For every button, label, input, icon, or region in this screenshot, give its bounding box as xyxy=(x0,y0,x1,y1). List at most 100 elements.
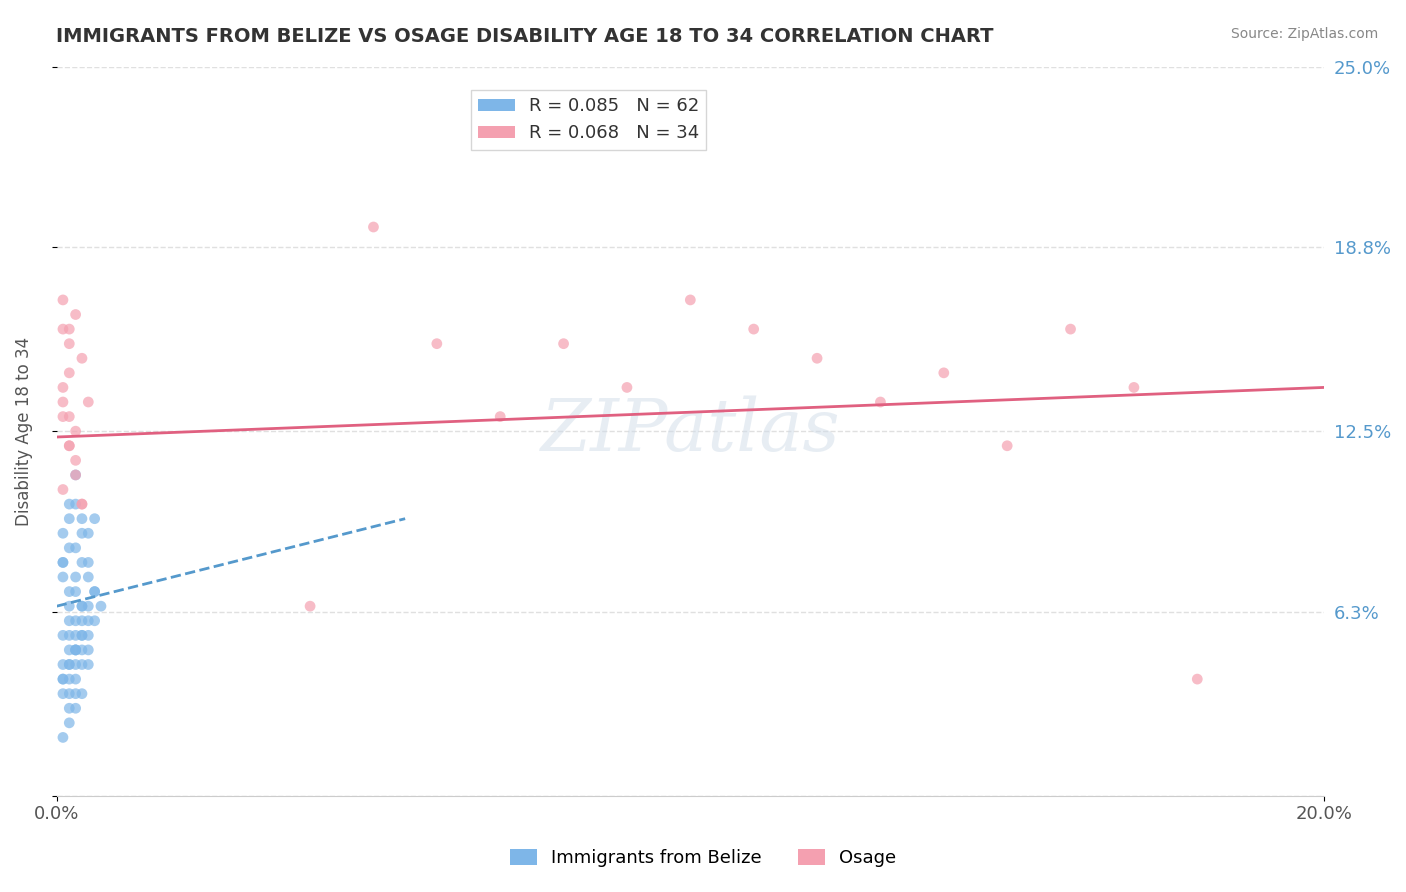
Point xyxy=(65,424,87,438)
Point xyxy=(70,526,93,541)
Point xyxy=(299,599,322,614)
Point xyxy=(869,395,891,409)
Point xyxy=(70,599,93,614)
Point xyxy=(679,293,702,307)
Point xyxy=(52,628,75,642)
Point xyxy=(58,599,80,614)
Point xyxy=(58,628,80,642)
Point xyxy=(58,584,80,599)
Point xyxy=(83,584,105,599)
Point xyxy=(58,672,80,686)
Point xyxy=(70,628,93,642)
Point xyxy=(1187,672,1209,686)
Point xyxy=(83,614,105,628)
Point xyxy=(77,395,100,409)
Point xyxy=(77,599,100,614)
Point xyxy=(52,657,75,672)
Point xyxy=(58,366,80,380)
Point xyxy=(553,336,575,351)
Point xyxy=(58,409,80,424)
Point xyxy=(77,526,100,541)
Point xyxy=(65,541,87,555)
Point xyxy=(77,556,100,570)
Point xyxy=(806,351,828,366)
Point xyxy=(426,336,449,351)
Point xyxy=(1122,380,1144,394)
Point xyxy=(52,526,75,541)
Point xyxy=(58,657,80,672)
Point xyxy=(58,511,80,525)
Point xyxy=(65,672,87,686)
Point xyxy=(90,599,112,614)
Point xyxy=(52,672,75,686)
Point xyxy=(742,322,765,336)
Point xyxy=(52,409,75,424)
Point xyxy=(489,409,512,424)
Point xyxy=(77,570,100,584)
Point xyxy=(83,511,105,525)
Point xyxy=(58,439,80,453)
Point xyxy=(58,336,80,351)
Point xyxy=(70,643,93,657)
Point xyxy=(65,643,87,657)
Point xyxy=(58,701,80,715)
Point xyxy=(616,380,638,394)
Point xyxy=(65,467,87,482)
Point xyxy=(52,556,75,570)
Point xyxy=(70,351,93,366)
Point xyxy=(65,701,87,715)
Text: ZIPatlas: ZIPatlas xyxy=(540,396,841,467)
Point xyxy=(70,614,93,628)
Text: Source: ZipAtlas.com: Source: ZipAtlas.com xyxy=(1230,27,1378,41)
Point xyxy=(77,643,100,657)
Point xyxy=(70,556,93,570)
Point xyxy=(58,657,80,672)
Point xyxy=(52,731,75,745)
Point xyxy=(65,453,87,467)
Point xyxy=(58,541,80,555)
Point xyxy=(52,672,75,686)
Point xyxy=(83,584,105,599)
Point xyxy=(77,614,100,628)
Point xyxy=(52,483,75,497)
Point xyxy=(65,467,87,482)
Point xyxy=(70,599,93,614)
Point xyxy=(70,511,93,525)
Y-axis label: Disability Age 18 to 34: Disability Age 18 to 34 xyxy=(15,336,32,525)
Point xyxy=(70,497,93,511)
Point xyxy=(52,556,75,570)
Point xyxy=(58,715,80,730)
Point xyxy=(70,687,93,701)
Point xyxy=(65,614,87,628)
Point xyxy=(65,570,87,584)
Point xyxy=(52,293,75,307)
Point xyxy=(932,366,955,380)
Point xyxy=(52,570,75,584)
Point xyxy=(52,322,75,336)
Point xyxy=(58,439,80,453)
Point xyxy=(65,687,87,701)
Point xyxy=(52,380,75,394)
Point xyxy=(58,322,80,336)
Point xyxy=(65,643,87,657)
Legend: Immigrants from Belize, Osage: Immigrants from Belize, Osage xyxy=(502,841,904,874)
Text: IMMIGRANTS FROM BELIZE VS OSAGE DISABILITY AGE 18 TO 34 CORRELATION CHART: IMMIGRANTS FROM BELIZE VS OSAGE DISABILI… xyxy=(56,27,994,45)
Point xyxy=(70,497,93,511)
Point xyxy=(58,687,80,701)
Point xyxy=(70,628,93,642)
Point xyxy=(995,439,1018,453)
Point xyxy=(52,687,75,701)
Point xyxy=(1059,322,1081,336)
Point xyxy=(52,395,75,409)
Point xyxy=(65,628,87,642)
Point xyxy=(65,497,87,511)
Point xyxy=(77,657,100,672)
Point xyxy=(70,657,93,672)
Point xyxy=(65,657,87,672)
Point xyxy=(77,628,100,642)
Point xyxy=(58,614,80,628)
Point xyxy=(58,497,80,511)
Legend: R = 0.085   N = 62, R = 0.068   N = 34: R = 0.085 N = 62, R = 0.068 N = 34 xyxy=(471,90,706,150)
Point xyxy=(65,584,87,599)
Point xyxy=(65,643,87,657)
